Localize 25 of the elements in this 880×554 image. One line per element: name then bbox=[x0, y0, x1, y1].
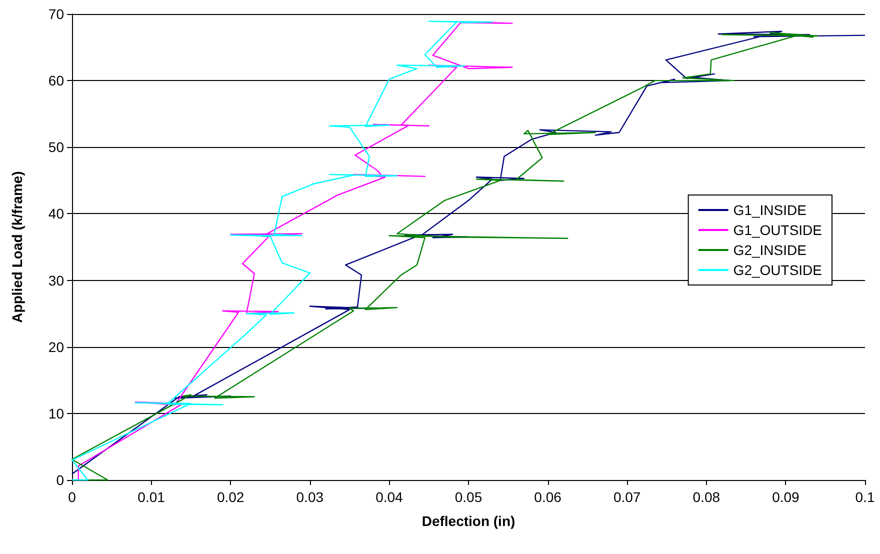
y-tick-label: 40 bbox=[48, 206, 64, 222]
x-tick-label: 0.01 bbox=[138, 489, 166, 505]
legend-label: G1_INSIDE bbox=[733, 202, 806, 218]
y-tick-label: 30 bbox=[48, 272, 64, 288]
y-tick-label: 70 bbox=[48, 6, 64, 22]
x-tick-label: 0.04 bbox=[376, 489, 404, 505]
x-tick-label: 0.06 bbox=[534, 489, 562, 505]
y-tick-label: 50 bbox=[48, 139, 64, 156]
x-tick-label: 0 bbox=[68, 489, 76, 505]
x-tick-label: 0.02 bbox=[216, 489, 244, 505]
legend-label: G1_OUTSIDE bbox=[733, 222, 822, 238]
y-tick-label: 0 bbox=[56, 472, 64, 488]
y-tick-label: 20 bbox=[48, 338, 64, 355]
x-tick-label: 0.03 bbox=[296, 489, 324, 505]
y-tick-label: 60 bbox=[48, 72, 64, 89]
y-tick-label: 10 bbox=[48, 405, 64, 422]
legend-label: G2_OUTSIDE bbox=[733, 262, 822, 278]
x-tick-label: 0.09 bbox=[772, 489, 800, 505]
legend-label: G2_INSIDE bbox=[733, 242, 806, 258]
x-tick-label: 0.05 bbox=[454, 489, 482, 505]
x-tick-label: 0.08 bbox=[692, 489, 720, 505]
y-axis-title: Applied Load (k/frame) bbox=[9, 171, 25, 323]
x-axis-title: Deflection (in) bbox=[422, 513, 516, 529]
x-tick-label: 0.1 bbox=[855, 489, 875, 505]
x-tick-label: 0.07 bbox=[613, 489, 641, 505]
